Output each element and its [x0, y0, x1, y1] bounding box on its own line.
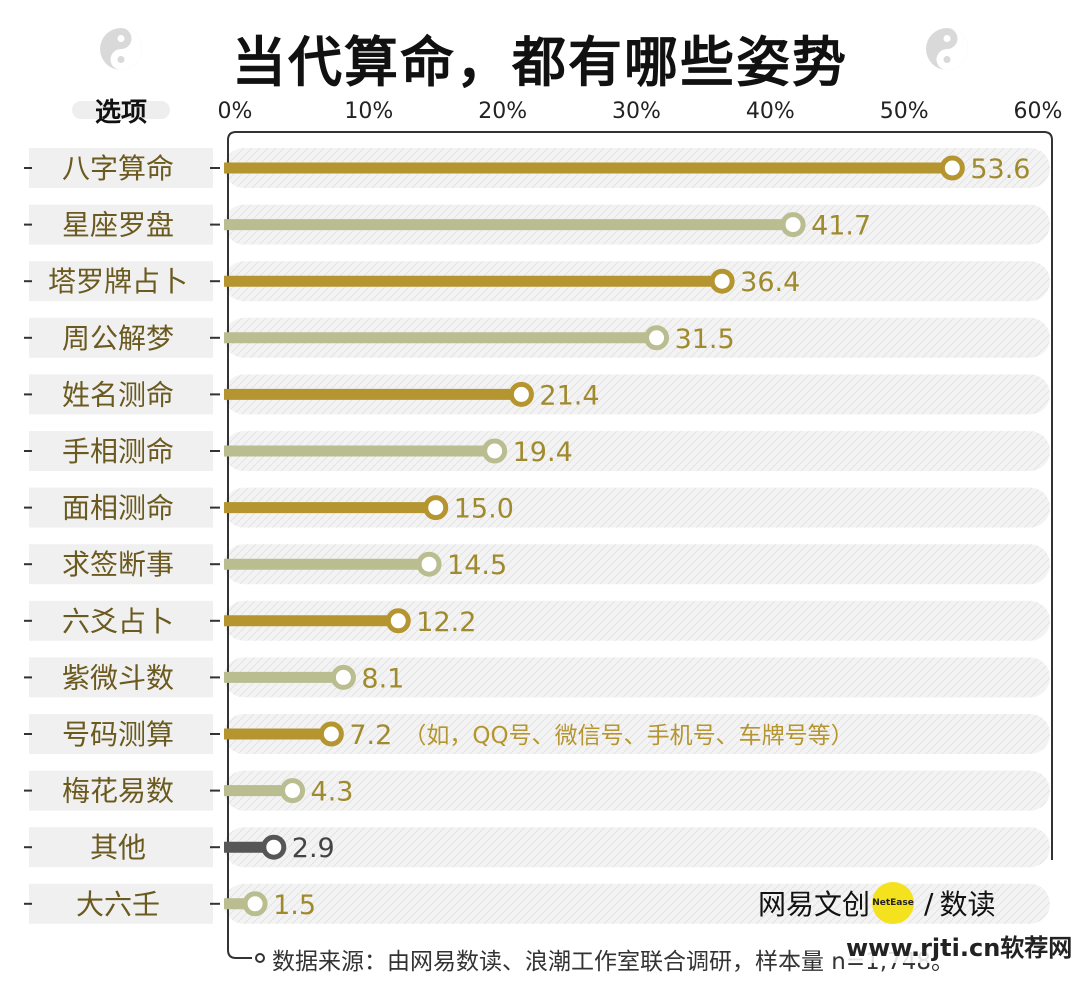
- category-label: 六爻占卜: [62, 605, 174, 638]
- source-dot: [255, 953, 265, 963]
- category-label-box: [29, 431, 213, 471]
- tick-label: 60%: [1014, 99, 1063, 124]
- logo-separator: /: [924, 886, 934, 920]
- category-label: 其他: [90, 831, 146, 864]
- category-label: 塔罗牌占卜: [48, 265, 188, 298]
- value-label: 15.0: [454, 494, 514, 525]
- category-label-box: [29, 770, 213, 811]
- value-label: 19.4: [513, 437, 573, 468]
- category-label: 手相测命: [62, 435, 174, 468]
- tick-label: 40%: [746, 99, 795, 124]
- value-label: 53.6: [970, 154, 1030, 185]
- header-pill: [72, 101, 170, 119]
- bar-end-marker: [242, 891, 268, 917]
- bar-end-marker: [644, 325, 670, 351]
- value-label: 31.5: [675, 324, 735, 355]
- logo-badge: NetEase: [872, 882, 915, 924]
- bar-end-marker: [318, 721, 344, 747]
- bar-end-marker: [709, 268, 735, 294]
- watermark: www.rjti.cn软荐网: [846, 928, 1073, 963]
- value-label: 36.4: [740, 267, 800, 298]
- tick-label: 50%: [880, 99, 929, 124]
- category-label: 面相测命: [62, 492, 174, 525]
- bar-track: [224, 883, 1050, 924]
- tick-label: 30%: [612, 99, 661, 124]
- category-label: 周公解梦: [62, 322, 174, 355]
- category-label-box: [29, 657, 213, 698]
- bar-end-marker: [416, 551, 442, 577]
- chart-title: 当代算命，都有哪些姿势: [232, 31, 848, 94]
- category-label: 星座罗盘: [62, 209, 174, 242]
- yin-yang-icon: [926, 28, 968, 70]
- value-label: 12.2: [416, 607, 476, 638]
- bar-track: [224, 714, 1050, 754]
- category-label-box: [29, 374, 213, 415]
- plot-frame: [227, 131, 1053, 950]
- value-label: 1.5: [273, 890, 316, 921]
- bar-end-marker: [423, 495, 449, 521]
- tick-label: 20%: [478, 99, 527, 124]
- source-connector: [227, 949, 252, 959]
- bar-track: [224, 827, 1050, 868]
- category-label: 梅花易数: [62, 775, 174, 808]
- value-label: 7.2: [349, 720, 392, 751]
- category-label: 姓名测命: [62, 378, 174, 411]
- bar-end-marker: [280, 778, 306, 804]
- category-label-box: [29, 600, 213, 641]
- logo-brand: 网易文创: [758, 888, 871, 921]
- tick-label: 10%: [344, 99, 393, 124]
- tick-label: 0%: [218, 99, 253, 124]
- category-label-box: [29, 317, 213, 358]
- bar-end-marker: [939, 155, 965, 181]
- category-label: 紫微斗数: [62, 661, 174, 694]
- category-label: 求签断事: [62, 548, 174, 581]
- bar-track: [224, 600, 1050, 641]
- value-label: 41.7: [811, 211, 871, 242]
- value-label: 8.1: [361, 663, 404, 694]
- category-label-box: [29, 148, 213, 188]
- yin-yang-icon: [100, 28, 142, 70]
- category-label-box: [29, 487, 213, 528]
- category-label-box: [29, 827, 213, 868]
- bar-track: [224, 770, 1050, 811]
- bar-track: [224, 657, 1050, 698]
- value-label: 4.3: [311, 777, 354, 808]
- bar-end-marker: [330, 664, 356, 690]
- value-label: 21.4: [539, 380, 599, 411]
- netease-logo: 网易文创 NetEase / 数读: [758, 880, 995, 926]
- bar-track: [224, 374, 1050, 415]
- category-label: 大六壬: [76, 888, 160, 921]
- source-note: 数据来源：由网易数读、浪潮工作室联合调研，样本量 n=1,748。: [272, 949, 955, 975]
- bar-end-marker: [780, 212, 806, 238]
- category-label-box: [29, 883, 213, 924]
- category-label: 号码测算: [62, 718, 174, 751]
- header-label: 选项: [95, 98, 147, 128]
- category-label: 八字算命: [62, 152, 174, 185]
- bar-end-marker: [482, 438, 508, 464]
- bar-end-marker: [261, 834, 287, 860]
- category-label-box: [29, 544, 213, 585]
- value-label: 2.9: [292, 833, 335, 864]
- category-label-box: [29, 714, 213, 754]
- category-label-box: [29, 261, 213, 302]
- bar-end-marker: [508, 381, 534, 407]
- value-label: 14.5: [447, 550, 507, 581]
- bar-end-marker: [385, 608, 411, 634]
- bar-track: [224, 431, 1050, 471]
- category-label-box: [29, 204, 213, 245]
- logo-product: 数读: [939, 888, 996, 921]
- bar-annotation: （如，QQ号、微信号、手机号、车牌号等）: [403, 723, 853, 749]
